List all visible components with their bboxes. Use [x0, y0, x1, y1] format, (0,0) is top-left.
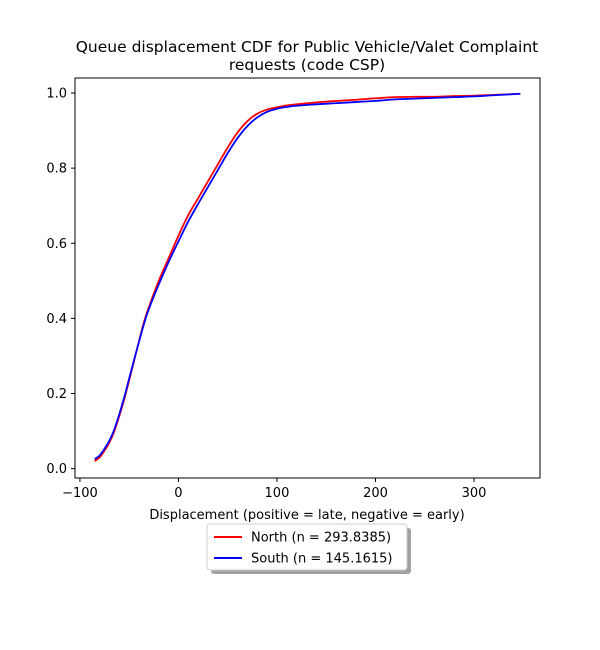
x-tick-label: −100 [62, 486, 98, 501]
series-layer [94, 92, 521, 462]
chart-title-line-2: requests (code CSP) [229, 56, 385, 74]
series-line-north [94, 92, 521, 462]
x-axis-label: Displacement (positive = late, negative … [149, 508, 464, 523]
y-tick-label: 0.4 [46, 312, 67, 327]
y-tick-label: 0.6 [46, 237, 67, 252]
y-axis-ticks: 0.0 0.2 0.4 0.6 0.8 1.0 [46, 87, 75, 477]
y-tick-label: 0.2 [46, 387, 67, 402]
y-tick-label: 0.8 [46, 162, 67, 177]
x-tick-label: 0 [174, 486, 182, 501]
y-tick-label: 0.0 [46, 462, 67, 477]
legend-label-north: North (n = 293.8385) [251, 531, 391, 546]
legend-box [206, 523, 408, 571]
x-tick-label: 300 [462, 486, 487, 501]
x-axis-ticks: −100 0 100 200 300 [62, 478, 486, 501]
plot-frame [74, 77, 541, 479]
legend-label-south: South (n = 145.1615) [251, 552, 392, 567]
series-line-south [94, 92, 521, 460]
chart-title-line-1: Queue displacement CDF for Public Vehicl… [76, 38, 539, 56]
x-tick-label: 100 [265, 486, 290, 501]
y-tick-label: 1.0 [46, 87, 67, 102]
legend: North (n = 293.8385) South (n = 145.1615… [206, 523, 411, 574]
x-tick-label: 200 [363, 486, 388, 501]
